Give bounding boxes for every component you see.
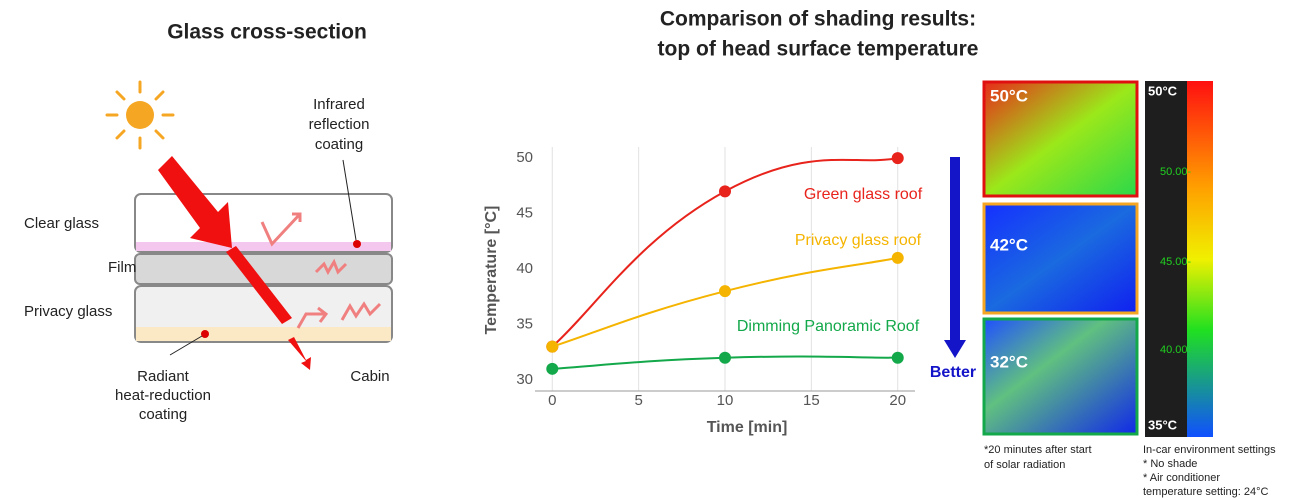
scale-label: 45.00-	[1160, 256, 1192, 268]
coating-label: Radiant	[137, 368, 190, 385]
coating-label: Infrared	[313, 96, 365, 113]
x-tick-label: 15	[803, 392, 820, 409]
x-axis-label: Time [min]	[707, 419, 788, 436]
x-tick-label: 5	[634, 392, 642, 409]
diagram-title: Glass cross-section	[167, 21, 367, 44]
x-tick-label: 10	[717, 392, 734, 409]
note: *20 minutes after start	[984, 444, 1092, 456]
scale-label: 50.00-	[1160, 166, 1192, 178]
coating-label: coating	[139, 406, 187, 423]
note: In-car environment settings	[1143, 444, 1276, 456]
annotation: Better	[930, 364, 976, 381]
x-tick-label: 0	[548, 392, 556, 409]
series-label: Green glass roof	[804, 186, 923, 203]
layer-label: Privacy glass	[24, 303, 112, 320]
sun-ray	[158, 156, 311, 370]
data-point	[719, 285, 731, 298]
data-point	[891, 251, 904, 264]
x-tick-label: 20	[889, 392, 906, 409]
data-point	[546, 362, 559, 375]
series-label: Privacy glass roof	[795, 232, 922, 249]
y-tick-label: 30	[516, 371, 533, 388]
note: * No shade	[1143, 458, 1197, 470]
panel-temp: 32°C	[990, 352, 1028, 371]
sun	[105, 80, 175, 150]
scale-label: 35°C	[1148, 417, 1178, 432]
y-tick-label: 35	[516, 315, 533, 332]
glass-layers	[134, 193, 393, 343]
layer-label: Clear glass	[24, 215, 99, 232]
scale-label: 50°C	[1148, 83, 1178, 98]
scale-label: 40.00-	[1160, 344, 1192, 356]
layer-label: Film	[108, 259, 136, 276]
chart-title: Comparison of shading results:	[660, 8, 976, 31]
thermal-image	[982, 80, 1139, 198]
coating-label: heat-reduction	[115, 387, 211, 404]
leader	[169, 335, 203, 356]
scale-gradient	[1187, 81, 1213, 437]
coating-label: coating	[315, 136, 363, 153]
data-point	[891, 152, 904, 165]
y-tick-label: 40	[516, 260, 533, 277]
data-point	[546, 340, 559, 353]
coating-dot	[353, 240, 361, 248]
reflection-arrows	[260, 212, 382, 329]
leader	[342, 159, 357, 241]
y-tick-label: 45	[516, 205, 533, 222]
y-tick-label: 50	[516, 149, 533, 166]
panel-temp: 50°C	[990, 86, 1028, 105]
thermal-image	[982, 202, 1139, 315]
panel-temp: 42°C	[990, 235, 1028, 254]
data-point	[891, 351, 904, 364]
chart-subtitle: top of head surface temperature	[658, 38, 979, 61]
coating-label: reflection	[309, 116, 370, 133]
scale-bar	[1145, 81, 1187, 437]
series-label: Dimming Panoramic Roof	[737, 318, 920, 335]
cabin-label: Cabin	[350, 368, 389, 385]
coating-dot	[201, 330, 209, 338]
data-point	[719, 351, 731, 364]
y-axis-label: Temperature [°C]	[483, 206, 500, 335]
note: of solar radiation	[984, 459, 1065, 471]
note: temperature setting: 24°C	[1143, 486, 1269, 498]
note: * Air conditioner	[1143, 472, 1220, 484]
better-arrow	[944, 157, 966, 358]
data-point	[719, 185, 731, 198]
thermal-image	[982, 317, 1139, 436]
